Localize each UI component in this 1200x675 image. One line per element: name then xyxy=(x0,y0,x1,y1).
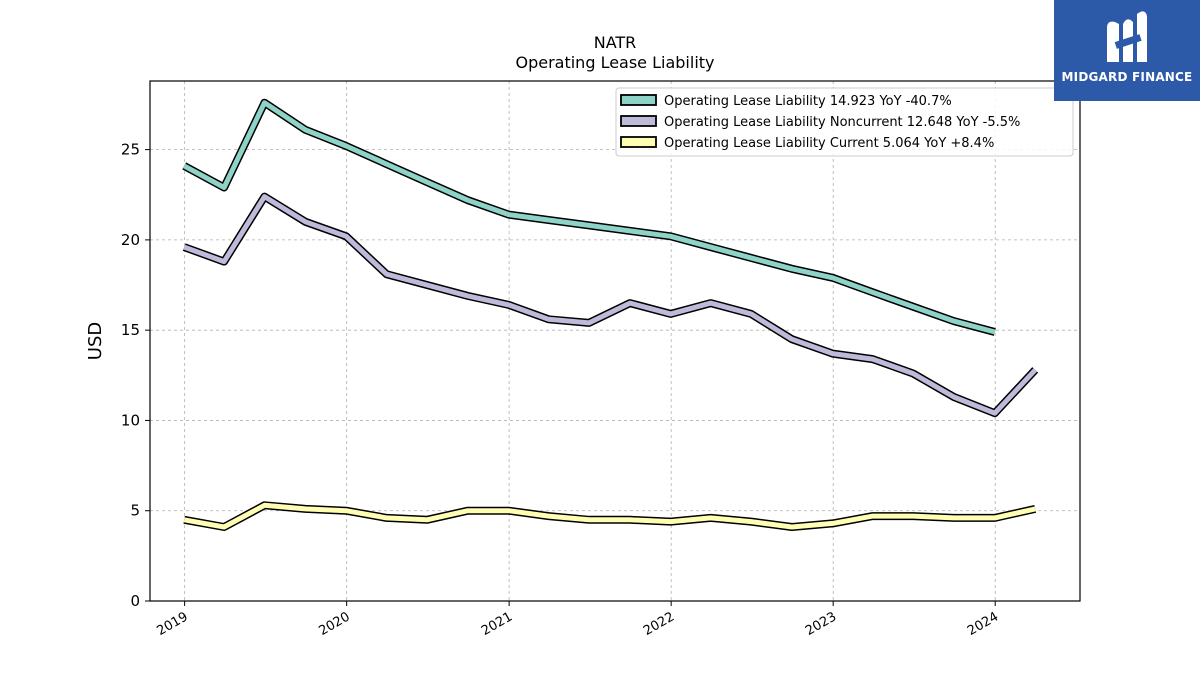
x-tick-label: 2024 xyxy=(965,609,1001,639)
chart-subtitle: Operating Lease Liability xyxy=(515,53,714,72)
brand-logo: MIDGARD FINANCE xyxy=(1054,0,1200,101)
y-axis-ticks: 0 5 10 15 20 25 xyxy=(121,141,150,610)
logo-mark-icon xyxy=(1054,8,1200,74)
series-line xyxy=(183,100,996,335)
x-tick-label: 2019 xyxy=(154,609,190,639)
y-tick-label: 5 xyxy=(130,502,140,520)
y-tick-label: 25 xyxy=(121,141,140,159)
y-tick-label: 0 xyxy=(130,592,140,610)
legend: Operating Lease Liability 14.923 YoY -40… xyxy=(615,87,1074,157)
y-axis-label: USD xyxy=(85,322,106,360)
x-tick-label: 2023 xyxy=(803,609,839,639)
series-line xyxy=(183,194,1038,416)
chart-title: NATR xyxy=(594,33,637,52)
plot-area xyxy=(149,80,1081,602)
legend-swatch xyxy=(620,94,657,106)
y-tick-label: 15 xyxy=(121,321,140,339)
legend-label: Operating Lease Liability 14.923 YoY -40… xyxy=(664,94,952,109)
legend-swatch xyxy=(620,115,657,127)
series-line xyxy=(183,502,1036,530)
brand-name: MIDGARD FINANCE xyxy=(1061,70,1193,84)
y-tick-label: 20 xyxy=(121,231,140,249)
legend-label: Operating Lease Liability Current 5.064 … xyxy=(664,136,994,151)
x-tick-label: 2022 xyxy=(641,609,677,639)
x-tick-label: 2021 xyxy=(479,609,515,639)
series-lines xyxy=(182,98,1039,531)
y-tick-label: 10 xyxy=(121,411,140,429)
legend-box xyxy=(615,87,1074,157)
legend-label: Operating Lease Liability Noncurrent 12.… xyxy=(664,115,1020,130)
x-tick-label: 2020 xyxy=(316,609,352,639)
legend-swatch xyxy=(620,136,657,148)
x-axis-ticks: 2019 2020 2021 2022 2023 2024 xyxy=(154,601,1001,639)
